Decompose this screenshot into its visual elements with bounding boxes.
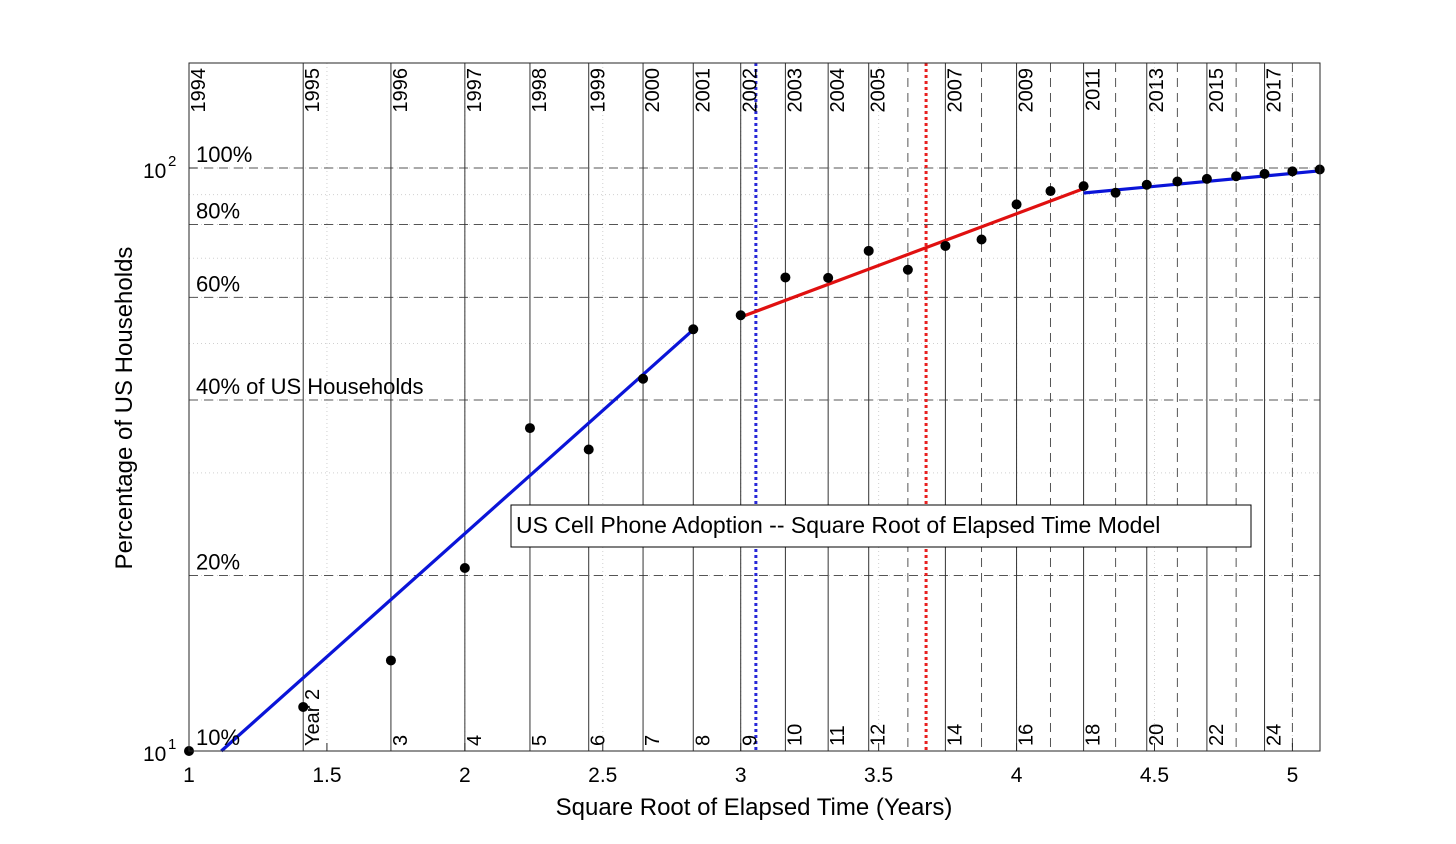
elapsed-year-label: 24 (1264, 724, 1286, 746)
y-tick-exponent: 1 (168, 736, 176, 753)
data-point (1259, 168, 1270, 179)
data-point (940, 240, 951, 251)
calendar-year-label: 2000 (642, 68, 664, 113)
elapsed-year-label: 7 (642, 735, 664, 746)
data-point (638, 373, 649, 384)
calendar-year-label: 2005 (868, 68, 890, 113)
data-point (823, 272, 834, 283)
calendar-year-label: 2004 (827, 68, 849, 113)
elapsed-year-label: 3 (390, 735, 412, 746)
elapsed-year-label: 16 (1016, 724, 1038, 746)
elapsed-year-label: 5 (529, 735, 551, 746)
labels-layer: 1994 1995 1996 1997 1998 1999 2000 2001 2002 2003… (188, 68, 1286, 750)
calendar-year-label: 2013 (1146, 68, 1168, 113)
calendar-year-label: 2009 (1016, 68, 1038, 113)
data-point (688, 324, 699, 335)
chart-title-box: US Cell Phone Adoption -- Square Root of… (510, 504, 1252, 548)
x-tick-label: 1.5 (312, 764, 341, 787)
calendar-year-label: 1997 (464, 68, 486, 113)
x-tick-label: 3 (735, 764, 747, 787)
x-tick-label: 2.5 (588, 764, 617, 787)
elapsed-year-label: 20 (1146, 724, 1168, 746)
data-point (1172, 176, 1183, 187)
data-point (863, 245, 874, 256)
fit-lines-layer (220, 169, 1321, 753)
y-tick-label: 10 (143, 160, 166, 183)
data-points-layer (184, 164, 1325, 756)
data-point (902, 264, 913, 275)
elapsed-year-label: 6 (588, 735, 610, 746)
y-tick-label: 10 (143, 743, 166, 766)
elapsed-year-label: 4 (464, 735, 486, 746)
x-tick-label: 1 (183, 764, 195, 787)
calendar-year-label: 1994 (188, 68, 210, 113)
data-point (1231, 171, 1242, 182)
fit-line (220, 328, 695, 753)
x-tick-label: 3.5 (864, 764, 893, 787)
data-point (1201, 173, 1212, 184)
percent-label: 80% (196, 198, 240, 223)
calendar-year-label: 2017 (1264, 68, 1286, 113)
data-point (1045, 186, 1056, 197)
calendar-year-label: 2007 (944, 68, 966, 113)
data-point (1078, 181, 1089, 192)
fit-line (1083, 169, 1321, 195)
chart-title-box-border (510, 504, 1252, 548)
chart-title: US Cell Phone Adoption -- Square Root of… (516, 512, 1160, 538)
x-tick-label: 2 (459, 764, 471, 787)
data-point (459, 563, 470, 574)
data-point (1011, 199, 1022, 210)
calendar-year-label: 2015 (1206, 68, 1228, 113)
x-axis-label: Square Root of Elapsed Time (Years) (556, 794, 953, 821)
y-axis-label: Percentage of US Households (111, 247, 138, 570)
calendar-year-label: 1999 (588, 68, 610, 113)
data-point (1287, 166, 1298, 177)
calendar-year-label: 1995 (302, 68, 324, 113)
elapsed-year-label: 11 (827, 725, 849, 746)
calendar-year-label: 2001 (692, 68, 714, 113)
elapsed-year-label: 9 (740, 735, 762, 746)
plot-area-border (188, 62, 1321, 752)
data-point (1110, 187, 1121, 198)
data-point (976, 234, 987, 245)
percent-label: 40% of US Households (196, 374, 423, 399)
data-point (735, 310, 746, 321)
year-lines-layer (188, 63, 1293, 751)
elapsed-year-label: 12 (868, 724, 890, 746)
calendar-year-label: 2002 (740, 68, 762, 113)
x-tick-label: 5 (1287, 764, 1299, 787)
data-point (524, 423, 535, 434)
elapsed-year-label: 14 (944, 724, 966, 746)
percent-label: 60% (196, 271, 240, 296)
elapsed-year-label: 22 (1206, 724, 1228, 746)
calendar-year-label: 2011 (1083, 68, 1105, 111)
elapsed-year-label: 18 (1083, 724, 1105, 746)
elapsed-year-label: Year 2 (302, 689, 324, 746)
calendar-year-label: 1996 (390, 68, 412, 113)
data-point (583, 444, 594, 455)
percent-label: 100% (196, 142, 252, 167)
elapsed-year-label: 10 (784, 724, 806, 746)
x-tick-label: 4.5 (1140, 764, 1169, 787)
elapsed-year-label: 8 (692, 735, 714, 746)
y-tick-exponent: 2 (168, 153, 176, 170)
percent-label: 10% (196, 725, 240, 750)
data-point (1141, 179, 1152, 190)
data-point (780, 272, 791, 283)
data-point (385, 655, 396, 666)
x-tick-label: 4 (1011, 764, 1023, 787)
calendar-year-label: 2003 (784, 68, 806, 113)
percent-label: 20% (196, 549, 240, 574)
calendar-year-label: 1998 (529, 68, 551, 113)
fit-line (740, 187, 1085, 319)
data-point (298, 701, 309, 712)
